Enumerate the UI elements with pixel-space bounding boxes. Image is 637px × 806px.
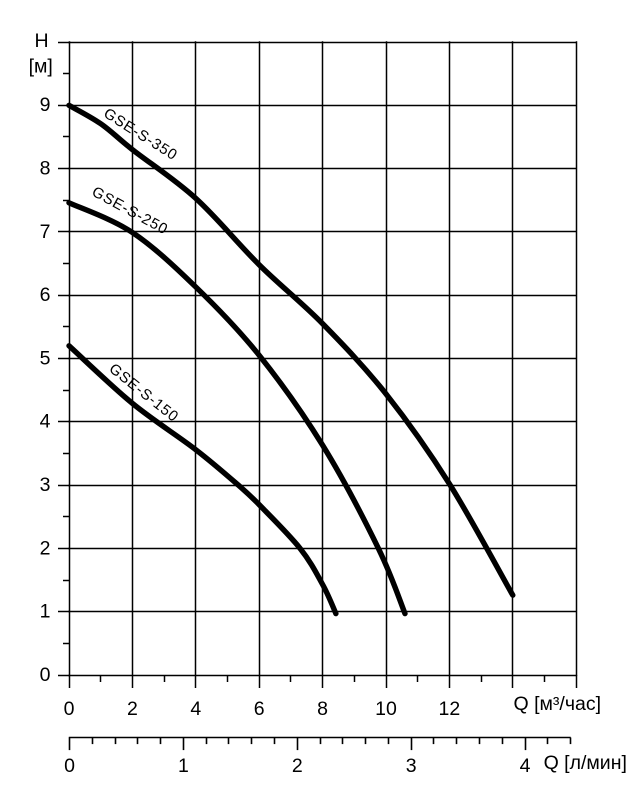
svg-text:3: 3 xyxy=(40,474,51,496)
svg-text:Q [л/мин]: Q [л/мин] xyxy=(544,752,627,774)
svg-text:4: 4 xyxy=(520,755,531,777)
svg-text:8: 8 xyxy=(317,698,328,720)
svg-text:0: 0 xyxy=(40,664,51,686)
svg-text:6: 6 xyxy=(254,698,265,720)
svg-text:0: 0 xyxy=(64,755,75,777)
svg-text:1: 1 xyxy=(40,601,51,623)
svg-text:2: 2 xyxy=(292,755,303,777)
svg-text:0: 0 xyxy=(64,698,75,720)
svg-text:10: 10 xyxy=(375,698,397,720)
svg-text:3: 3 xyxy=(406,755,417,777)
svg-text:H: H xyxy=(35,30,49,52)
svg-text:5: 5 xyxy=(40,347,51,369)
svg-text:2: 2 xyxy=(40,537,51,559)
svg-text:8: 8 xyxy=(40,158,51,180)
svg-text:Q [м³/час]: Q [м³/час] xyxy=(514,693,602,715)
svg-text:6: 6 xyxy=(40,284,51,306)
svg-text:4: 4 xyxy=(190,698,201,720)
svg-text:9: 9 xyxy=(40,94,51,116)
svg-text:12: 12 xyxy=(439,698,461,720)
svg-text:[м]: [м] xyxy=(29,55,53,77)
svg-text:7: 7 xyxy=(40,221,51,243)
svg-text:4: 4 xyxy=(40,411,51,433)
svg-text:2: 2 xyxy=(127,698,138,720)
svg-text:1: 1 xyxy=(178,755,189,777)
